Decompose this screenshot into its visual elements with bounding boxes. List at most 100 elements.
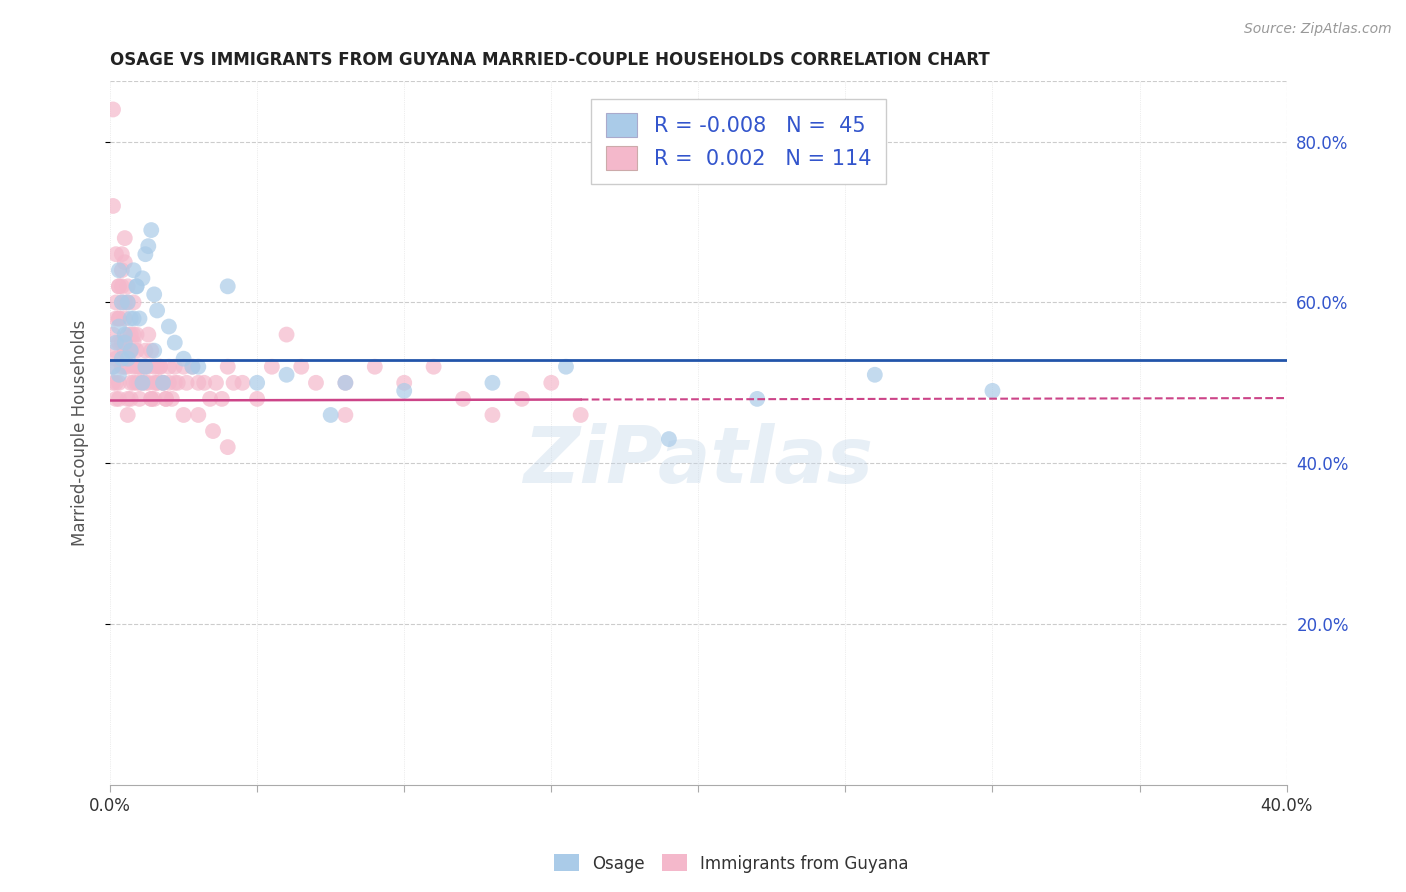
Point [101,359,124,374]
Point [125,327,148,342]
Point [128,376,150,390]
Point [120,343,142,358]
Point [141,343,163,358]
Point [392,384,415,398]
Point [134,359,156,374]
Point [143,359,166,374]
Point [143,343,166,358]
Point [131,271,153,285]
Point [131,359,153,374]
Point [136,359,159,374]
Point [125,279,148,293]
Point [108,335,131,350]
Point [104,295,127,310]
Point [231,376,253,390]
Point [143,392,166,406]
Point [141,392,163,406]
Point [108,319,131,334]
Legend: Osage, Immigrants from Guyana: Osage, Immigrants from Guyana [547,847,915,880]
Point [335,376,357,390]
Point [114,231,136,245]
Point [319,408,342,422]
Point [157,319,180,334]
Point [143,376,166,390]
Point [114,335,136,350]
Point [246,392,269,406]
Point [217,359,239,374]
Point [260,359,283,374]
Point [125,376,148,390]
Point [114,295,136,310]
Point [111,247,134,261]
Point [108,376,131,390]
Point [131,376,153,390]
Point [163,335,186,350]
Point [104,335,127,350]
Point [114,311,136,326]
Point [146,376,169,390]
Point [155,392,177,406]
Point [114,327,136,342]
Point [104,351,127,366]
Point [141,223,163,237]
Point [122,263,145,277]
Point [134,376,156,390]
Point [146,376,169,390]
Point [146,359,169,374]
Point [335,408,357,422]
Point [117,279,139,293]
Point [205,376,228,390]
Point [335,376,357,390]
Point [117,327,139,342]
Point [114,343,136,358]
Point [364,359,387,374]
Point [202,424,225,438]
Point [481,376,503,390]
Point [104,343,127,358]
Point [120,392,142,406]
Point [125,343,148,358]
Point [217,279,239,293]
Point [181,359,204,374]
Point [120,376,142,390]
Point [120,327,142,342]
Point [117,392,139,406]
Point [136,327,159,342]
Point [122,335,145,350]
Point [658,432,681,446]
Point [246,376,269,390]
Point [187,376,209,390]
Point [187,408,209,422]
Text: ZiPatlas: ZiPatlas [523,423,873,500]
Point [131,359,153,374]
Point [128,311,150,326]
Point [122,359,145,374]
Point [981,384,1004,398]
Point [166,376,188,390]
Point [114,255,136,269]
Point [122,327,145,342]
Point [187,359,209,374]
Point [136,239,159,253]
Point [305,376,328,390]
Point [122,376,145,390]
Point [128,392,150,406]
Point [451,392,474,406]
Point [108,279,131,293]
Point [276,368,298,382]
Point [176,376,198,390]
Y-axis label: Married-couple Households: Married-couple Households [72,320,89,546]
Point [108,311,131,326]
Point [111,263,134,277]
Point [111,335,134,350]
Point [104,392,127,406]
Point [117,359,139,374]
Point [101,359,124,374]
Point [155,392,177,406]
Point [152,376,174,390]
Point [117,295,139,310]
Point [117,295,139,310]
Point [131,376,153,390]
Point [108,392,131,406]
Point [173,408,195,422]
